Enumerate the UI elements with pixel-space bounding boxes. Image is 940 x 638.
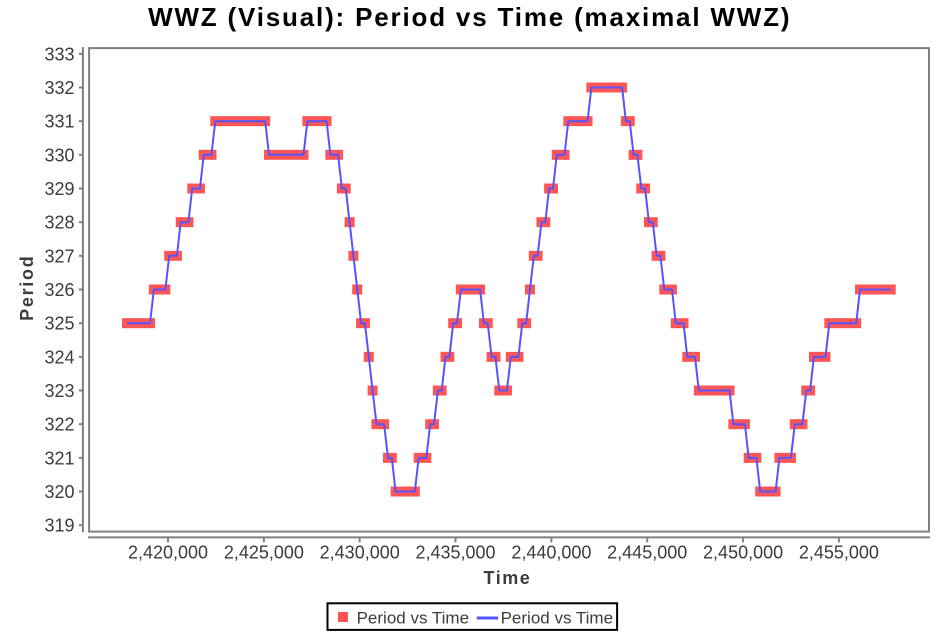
svg-text:2,445,000: 2,445,000	[607, 543, 687, 563]
svg-text:Period vs Time: Period vs Time	[501, 609, 613, 628]
svg-text:322: 322	[44, 415, 74, 435]
svg-text:WWZ (Visual): Period vs Time (: WWZ (Visual): Period vs Time (maximal WW…	[148, 2, 791, 32]
svg-text:Period: Period	[17, 255, 37, 321]
svg-text:329: 329	[44, 179, 74, 199]
svg-text:Time: Time	[484, 568, 532, 588]
svg-text:327: 327	[44, 246, 74, 266]
svg-text:2,440,000: 2,440,000	[511, 543, 591, 563]
svg-text:2,435,000: 2,435,000	[415, 543, 495, 563]
svg-text:2,430,000: 2,430,000	[320, 543, 400, 563]
svg-text:Period vs Time: Period vs Time	[357, 609, 469, 628]
svg-text:325: 325	[44, 314, 74, 334]
svg-text:326: 326	[44, 280, 74, 300]
svg-text:321: 321	[44, 448, 74, 468]
svg-text:2,425,000: 2,425,000	[224, 543, 304, 563]
svg-text:2,420,000: 2,420,000	[128, 543, 208, 563]
svg-text:2,450,000: 2,450,000	[703, 543, 783, 563]
svg-text:323: 323	[44, 381, 74, 401]
svg-text:320: 320	[44, 482, 74, 502]
svg-text:333: 333	[44, 44, 74, 64]
svg-text:331: 331	[44, 112, 74, 132]
svg-text:319: 319	[44, 516, 74, 536]
svg-text:2,455,000: 2,455,000	[799, 543, 879, 563]
svg-text:328: 328	[44, 213, 74, 233]
svg-text:330: 330	[44, 145, 74, 165]
svg-text:332: 332	[44, 78, 74, 98]
svg-text:324: 324	[44, 347, 74, 367]
